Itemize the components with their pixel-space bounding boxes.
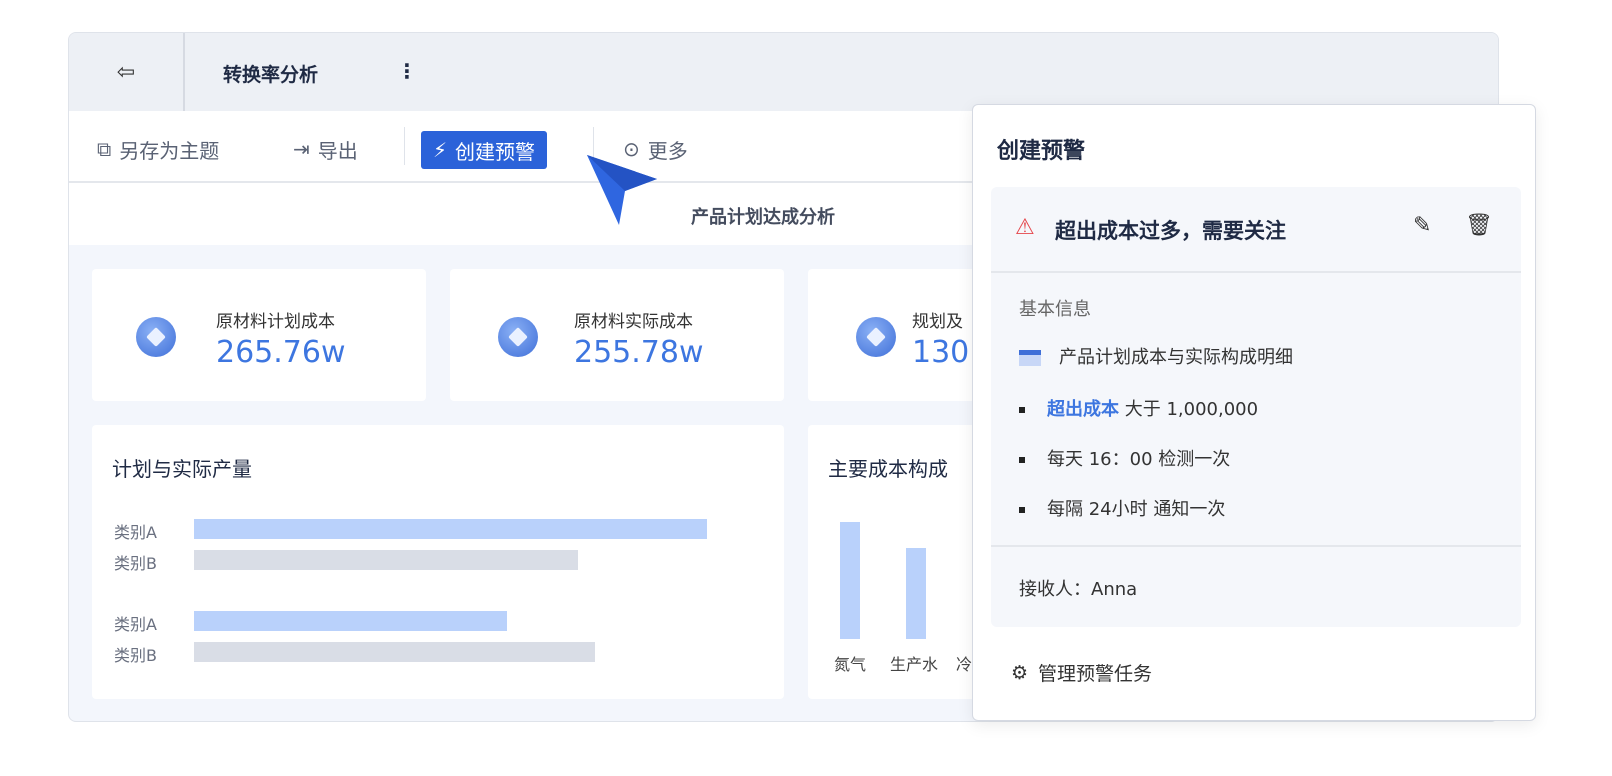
section-label: 基本信息 — [1019, 299, 1091, 320]
bar-label: 类别B — [114, 554, 157, 573]
more-label: 更多 — [647, 138, 688, 163]
exit-icon[interactable]: ⇦ — [69, 33, 185, 111]
save-theme-label: 另存为主题 — [119, 138, 220, 163]
chart-title: 主要成本构成 — [828, 457, 948, 481]
kpi-label: 原材料实际成本 — [574, 312, 693, 332]
condition-text: 大于 1,000,000 — [1124, 399, 1259, 420]
create-alert-label: 创建预警 — [455, 139, 536, 164]
kpi-card: 原材料实际成本 255.78w — [450, 269, 784, 401]
export-button[interactable]: ⇥ 导出 — [293, 131, 358, 167]
bar-label: 类别A — [114, 523, 157, 542]
divider — [404, 127, 405, 165]
manage-alerts-link[interactable]: ⚙ 管理预警任务 — [1011, 659, 1152, 686]
schedule-row: 每天 16：00 检测一次 — [1019, 445, 1230, 471]
create-alert-button[interactable]: ⚡ 创建预警 — [421, 131, 548, 169]
dataset-name: 产品计划成本与实际构成明细 — [1059, 347, 1293, 368]
create-alert-popover: 创建预警 ⚠ 超出成本过多，需要关注 ✎ 🗑 基本信息 产品计划成本与实际构成明… — [972, 104, 1536, 721]
save-icon: ⧉ — [97, 137, 112, 161]
divider — [991, 545, 1521, 547]
notify-text: 每隔 24小时 通知一次 — [1047, 499, 1226, 520]
table-icon — [1019, 350, 1041, 366]
divider — [593, 127, 594, 165]
title-bar: ⇦ 转换率分析 ⋮ — [69, 33, 1498, 111]
schedule-text: 每天 16：00 检测一次 — [1047, 449, 1231, 470]
kpi-value: 130. — [912, 335, 979, 370]
column-label: 生产水 — [890, 655, 939, 674]
bar — [194, 642, 596, 662]
alarm-icon: ⚠ — [1015, 215, 1035, 240]
alarm-icon: ⚡ — [433, 138, 448, 162]
save-theme-button[interactable]: ⧉ 另存为主题 — [97, 131, 219, 167]
more-icon: ⊙ — [623, 137, 640, 161]
pointer-cursor-icon — [587, 155, 657, 225]
dashboard-title: 产品计划达成分析 — [691, 207, 835, 228]
alert-card: ⚠ 超出成本过多，需要关注 ✎ 🗑 基本信息 产品计划成本与实际构成明细 超出成… — [991, 187, 1521, 627]
gear-icon: ⚙ — [1011, 661, 1029, 684]
kpi-label: 规划及 — [912, 312, 963, 332]
condition-row: 超出成本 大于 1,000,000 — [1019, 395, 1258, 421]
manage-label: 管理预警任务 — [1038, 663, 1153, 685]
trash-icon[interactable]: 🗑 — [1465, 213, 1493, 238]
alert-header: ⚠ 超出成本过多，需要关注 ✎ 🗑 — [991, 187, 1521, 273]
kebab-icon[interactable]: ⋮ — [397, 59, 417, 83]
bullet — [1019, 507, 1025, 513]
diamond-icon — [856, 317, 896, 357]
chart-title: 计划与实际产量 — [112, 457, 252, 481]
column — [906, 548, 926, 639]
bar-label: 类别B — [114, 646, 157, 665]
kpi-value: 265.76w — [216, 335, 346, 370]
kpi-card: 原材料计划成本 265.76w — [92, 269, 426, 401]
bar — [194, 519, 708, 539]
condition-field: 超出成本 — [1047, 399, 1119, 420]
column-label: 冷 — [956, 655, 973, 674]
alert-name: 超出成本过多，需要关注 — [1055, 219, 1286, 243]
notify-row: 每隔 24小时 通知一次 — [1019, 495, 1225, 521]
bar — [194, 611, 507, 631]
edit-icon[interactable]: ✎ — [1413, 213, 1432, 238]
export-icon: ⇥ — [293, 137, 310, 161]
more-button[interactable]: ⊙ 更多 — [623, 131, 688, 167]
bar-label: 类别A — [114, 615, 157, 634]
kpi-label: 原材料计划成本 — [216, 312, 335, 332]
kpi-value: 255.78w — [574, 335, 704, 370]
bullet — [1019, 407, 1025, 413]
page-title: 转换率分析 — [223, 64, 319, 86]
bar — [194, 550, 578, 570]
receiver-text: 接收人：Anna — [1019, 579, 1138, 600]
diamond-icon — [136, 317, 176, 357]
bar-chart-card: 计划与实际产量 类别A 类别B 类别A 类别B — [92, 425, 784, 699]
popover-title: 创建预警 — [997, 139, 1086, 164]
bullet — [1019, 457, 1025, 463]
column-label: 氮气 — [834, 655, 867, 674]
diamond-icon — [498, 317, 538, 357]
export-label: 导出 — [317, 138, 358, 163]
column — [840, 522, 860, 639]
